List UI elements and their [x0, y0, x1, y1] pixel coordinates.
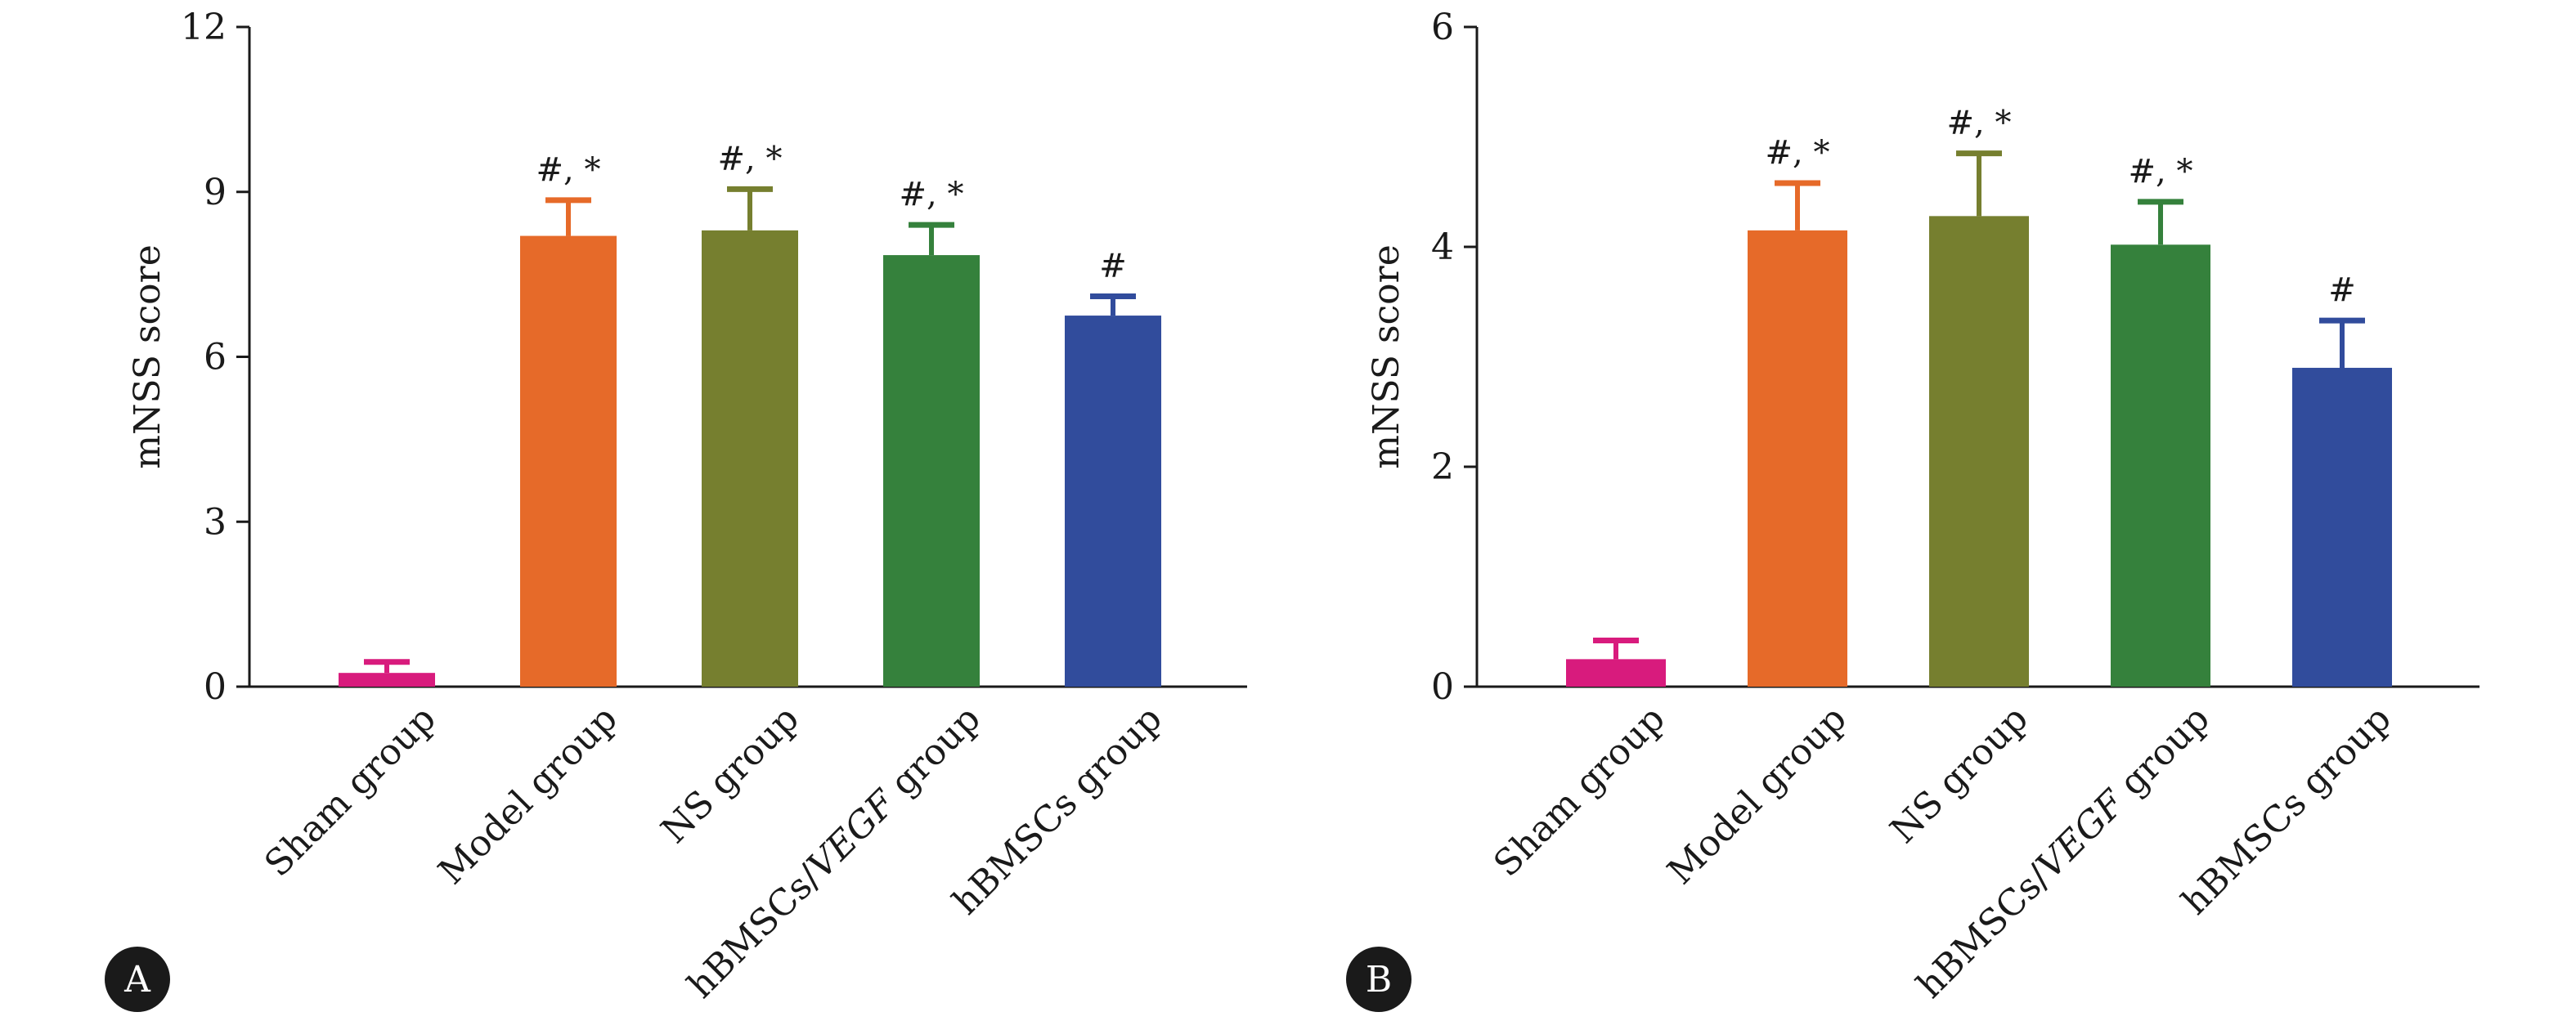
category-label: hBMSCs/VEGF group	[680, 698, 988, 1006]
bar	[520, 235, 617, 687]
y-tick-label: 0	[204, 666, 227, 708]
category-label-part: NS group	[1883, 698, 2036, 852]
panel-letter: A	[123, 959, 151, 1001]
y-tick-label: 4	[1431, 226, 1454, 268]
category-label-part: Model group	[430, 698, 625, 893]
category-label: hBMSCs/VEGF group	[1909, 698, 2217, 1006]
y-tick-label: 2	[1431, 446, 1454, 488]
significance-label: #	[2328, 271, 2356, 309]
category-label-part: Model group	[1659, 698, 1854, 893]
bar	[883, 255, 980, 687]
significance-label: #, *	[1947, 105, 2012, 142]
category-label: NS group	[653, 698, 807, 852]
category-label-part: Sham group	[257, 698, 444, 885]
panel-letter: B	[1366, 959, 1392, 1001]
significance-label: #, *	[718, 140, 783, 177]
y-tick-label: 0	[1431, 666, 1454, 708]
bar	[1748, 230, 1847, 687]
category-label-part: hBMSCs/	[1909, 858, 2058, 1007]
chart-panel-a: 0 3 6 9 12 mNSS score Sham group #, * Model grou…	[105, 7, 1247, 1012]
significance-label: #, *	[1766, 134, 1830, 172]
panel-badge	[1346, 947, 1411, 1012]
y-tick-label: 12	[181, 7, 227, 48]
y-axis-title: mNSS score	[1366, 244, 1407, 469]
bar	[702, 230, 798, 687]
category-label: Sham group	[257, 698, 444, 885]
significance-label: #, *	[536, 151, 601, 189]
category-label: Model group	[430, 698, 625, 893]
y-axis-title: mNSS score	[127, 244, 168, 469]
bar	[1929, 216, 2029, 687]
y-tick-label: 6	[204, 337, 227, 378]
significance-label: #	[1099, 248, 1127, 285]
significance-label: #, *	[2129, 153, 2193, 190]
bar	[2111, 244, 2210, 687]
category-label: Model group	[1659, 698, 1854, 893]
category-label-part: hBMSCs/	[680, 858, 829, 1007]
category-label-part: group	[874, 698, 988, 812]
category-label: Sham group	[1486, 698, 1673, 885]
chart-panel-b: 0 2 4 6 mNSS score Sham group #, * Model group #…	[1346, 7, 2480, 1012]
bar	[1065, 316, 1161, 687]
bar	[2292, 367, 2392, 687]
y-tick-label: 6	[1431, 7, 1454, 48]
category-label-part: Sham group	[1486, 698, 1673, 885]
bar	[339, 673, 435, 687]
category-label: NS group	[1883, 698, 2036, 852]
significance-label: #, *	[900, 176, 964, 213]
category-label-part: NS group	[653, 698, 807, 852]
y-tick-label: 3	[204, 501, 227, 543]
category-label-part: group	[2103, 698, 2217, 812]
bar	[1566, 659, 1666, 687]
panel-badge	[105, 947, 170, 1012]
y-tick-label: 9	[204, 172, 227, 213]
